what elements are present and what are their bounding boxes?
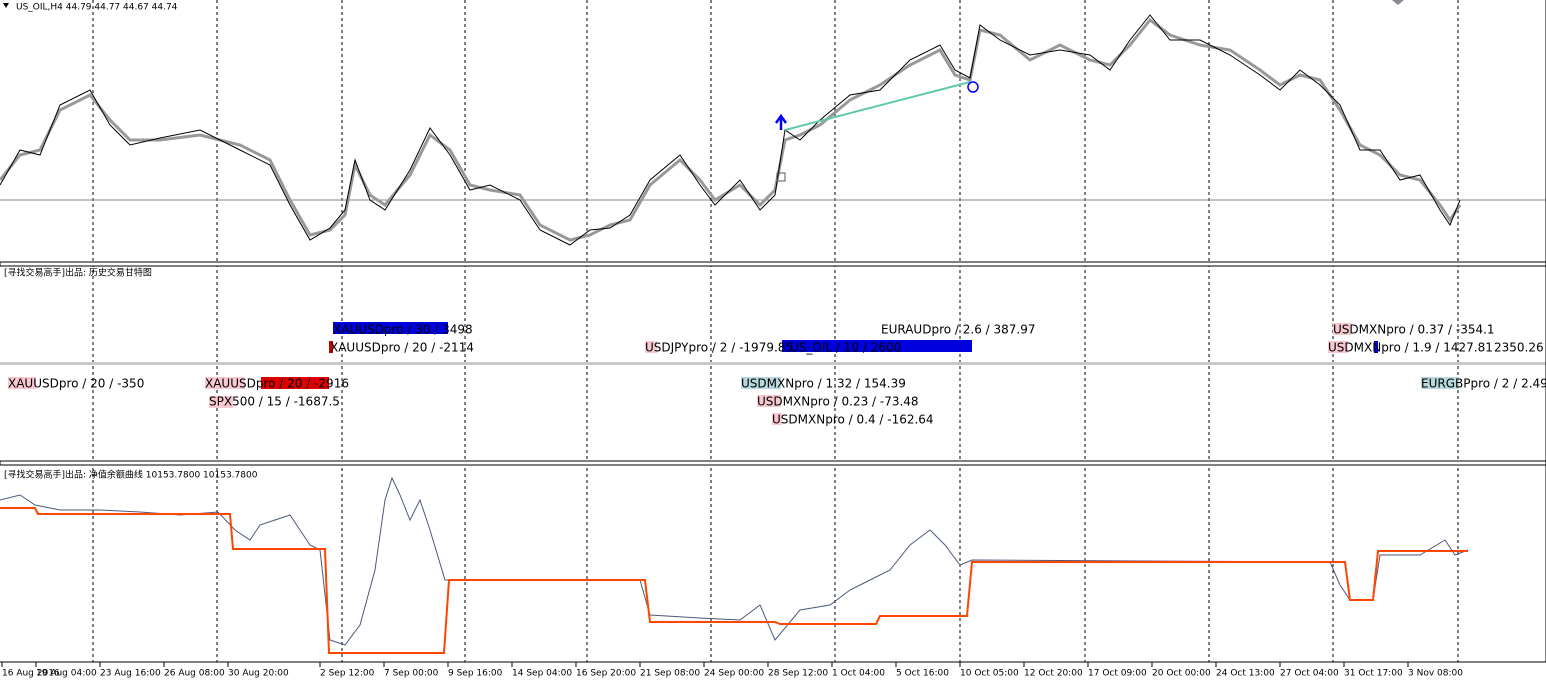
time-label: 31 Oct 17:00 bbox=[1344, 669, 1403, 679]
time-label: 27 Oct 04:00 bbox=[1280, 669, 1339, 679]
time-label: 9 Sep 16:00 bbox=[448, 669, 503, 679]
close-marker bbox=[967, 81, 979, 93]
trade-bar bbox=[333, 322, 448, 334]
time-label: 21 Sep 08:00 bbox=[640, 669, 700, 679]
trade-label: SPX500 / 15 / -1687.5 bbox=[209, 395, 340, 409]
time-label: 1 Oct 04:00 bbox=[832, 669, 885, 679]
trade-bar bbox=[645, 341, 657, 353]
trade-bar bbox=[1328, 341, 1348, 353]
time-label: 7 Sep 00:00 bbox=[384, 669, 439, 679]
symbol-header: US_OIL,H4 44.79 44.77 44.67 44.74 bbox=[16, 3, 178, 13]
trade-label: XAUUSDpro / 20 / -2916 bbox=[205, 377, 349, 391]
time-label: 10 Oct 05:00 bbox=[960, 669, 1019, 679]
buy-arrow bbox=[774, 113, 788, 130]
time-label: 5 Oct 16:00 bbox=[896, 669, 949, 679]
trade-label: USDMXNpro / 1.32 / 154.39 bbox=[741, 377, 906, 391]
time-label: 2 Sep 12:00 bbox=[320, 669, 375, 679]
trade-bar bbox=[741, 377, 781, 389]
time-label: 17 Oct 09:00 bbox=[1088, 669, 1147, 679]
trade-bar bbox=[209, 396, 233, 408]
trade-label: USDMXNpro / 0.23 / -73.48 bbox=[757, 395, 919, 409]
trade-bar bbox=[1374, 341, 1378, 353]
trade-label: XAUUSDpro / 20 / -2114 bbox=[330, 341, 474, 355]
price-wicks bbox=[0, 14, 1461, 246]
trade-bar bbox=[772, 413, 782, 425]
trade-label: 2350.26 bbox=[1494, 341, 1544, 355]
trade-bar bbox=[8, 377, 36, 389]
time-label: 16 Aug 2016 bbox=[2, 669, 60, 679]
time-label: 3 Nov 08:00 bbox=[1408, 669, 1463, 679]
time-label: 19 Aug 04:00 bbox=[36, 669, 97, 679]
trade-label: USDMXNpro / 1.9 / 1427.81 bbox=[1328, 341, 1493, 355]
time-label: 23 Aug 16:00 bbox=[100, 669, 161, 679]
trade-bar bbox=[1333, 323, 1351, 335]
trade-label: XAUUSDpro / 20 / -350 bbox=[8, 377, 144, 391]
time-label: 26 Aug 08:00 bbox=[164, 669, 225, 679]
trade-bar bbox=[757, 395, 781, 407]
trade-line bbox=[784, 81, 971, 131]
trade-label: EURGBPpro / 2 / 2.49 bbox=[1421, 377, 1546, 391]
trade-bar bbox=[261, 377, 329, 389]
trade-label: USDMXNpro / 0.4 / -162.64 bbox=[772, 413, 934, 427]
gantt-divider bbox=[0, 362, 1546, 365]
trade-bar bbox=[329, 341, 333, 353]
pane-separator bbox=[0, 261, 1546, 267]
trade-bar bbox=[1421, 377, 1459, 389]
trade-bar bbox=[205, 377, 245, 389]
order-marker bbox=[776, 172, 786, 182]
time-label: 24 Oct 13:00 bbox=[1216, 669, 1275, 679]
time-label: 20 Oct 00:00 bbox=[1152, 669, 1211, 679]
trade-label: EURAUDpro / 2.6 / 387.97 bbox=[881, 323, 1036, 337]
trade-label: US_OIL / 10 / 2600 bbox=[790, 341, 901, 355]
time-label: 12 Oct 20:00 bbox=[1024, 669, 1083, 679]
time-label: 14 Sep 04:00 bbox=[512, 669, 572, 679]
time-label: 28 Sep 12:00 bbox=[768, 669, 828, 679]
trade-bar bbox=[782, 340, 972, 352]
menu-arrow bbox=[3, 3, 9, 8]
scroll-marker bbox=[1392, 0, 1404, 5]
trade-label: XAUUSDpro / 30 / 3498 bbox=[333, 323, 473, 337]
equity-curve bbox=[0, 476, 1469, 646]
pane-label: [寻找交易高手]出品: 历史交易甘特图 bbox=[4, 267, 152, 279]
trade-label: USDJPYpro / 2 / -1979.85 bbox=[645, 341, 793, 355]
time-label: 30 Aug 20:00 bbox=[228, 669, 289, 679]
pane-separator bbox=[0, 460, 1546, 466]
pane-label: [寻找交易高手]出品: 净值余额曲线 10153.7800 10153.7800 bbox=[4, 469, 258, 481]
time-label: 24 Sep 00:00 bbox=[704, 669, 764, 679]
time-label: 16 Sep 20:00 bbox=[576, 669, 636, 679]
balance-curve bbox=[0, 507, 1468, 654]
trade-label: USDMXNpro / 0.37 / -354.1 bbox=[1333, 323, 1495, 337]
